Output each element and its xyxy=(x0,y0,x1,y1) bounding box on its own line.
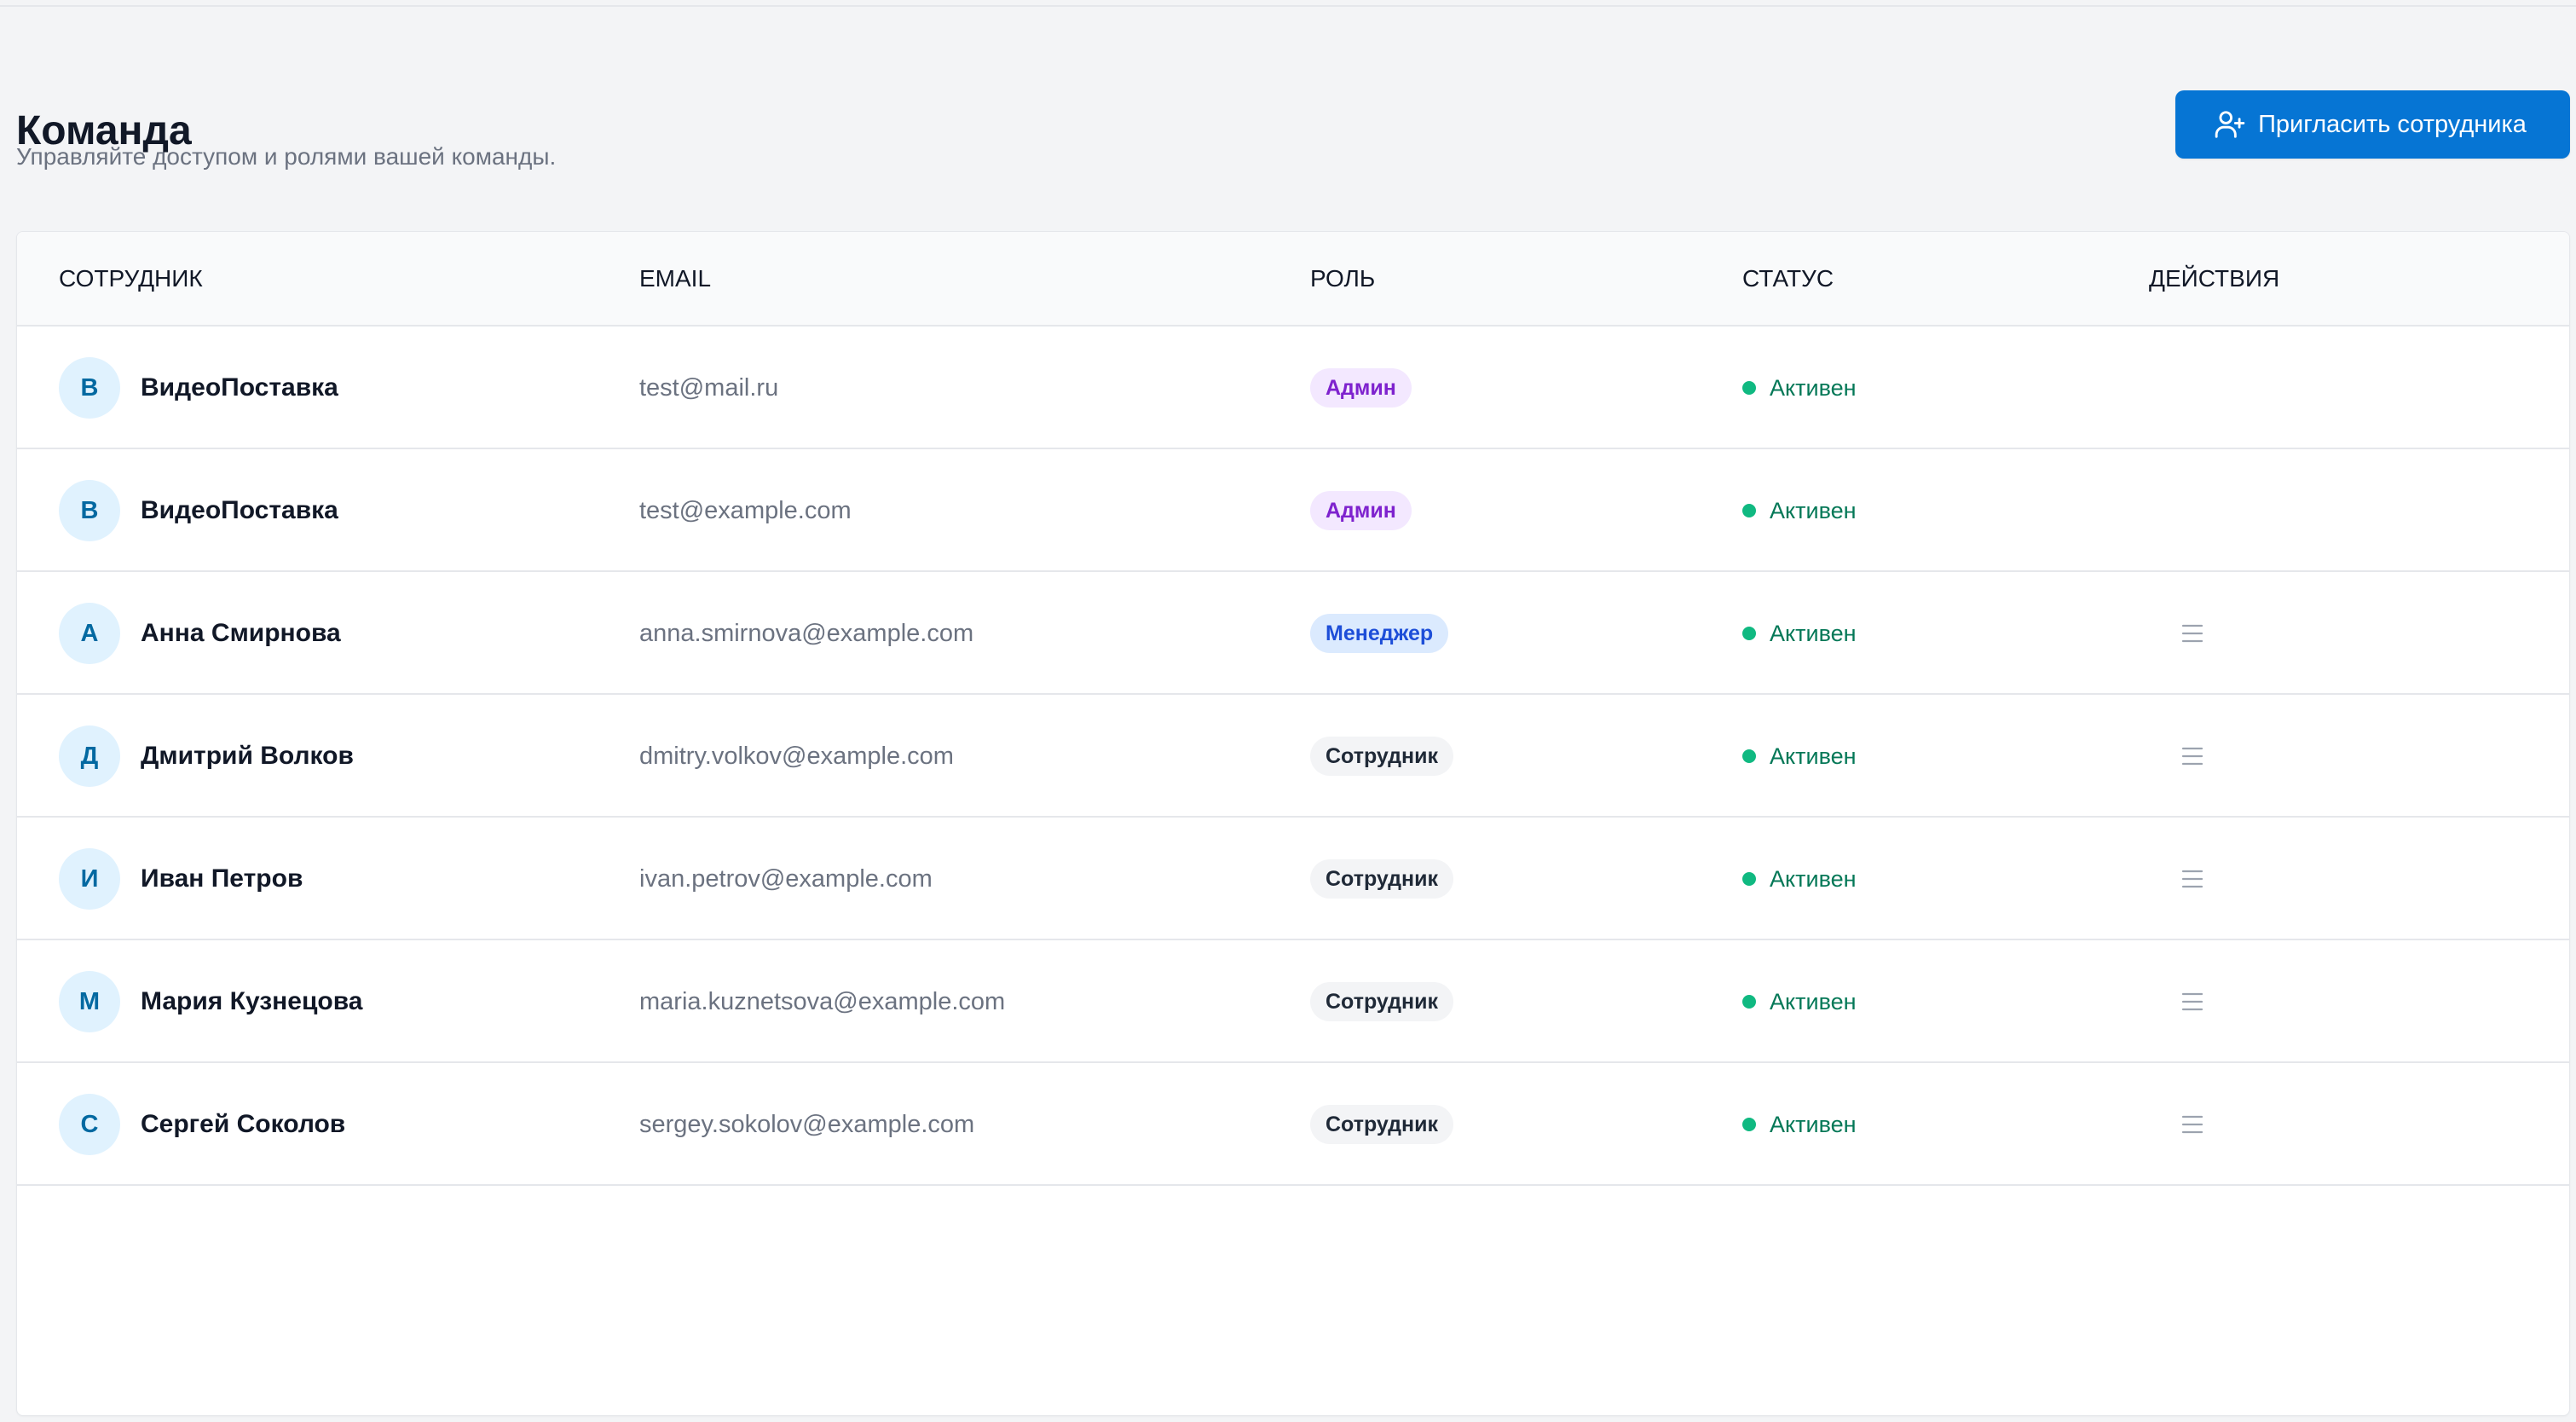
avatar: А xyxy=(59,603,120,664)
row-actions-button[interactable] xyxy=(2172,1104,2213,1145)
avatar: В xyxy=(59,357,120,419)
employee-email: test@example.com xyxy=(639,497,852,524)
role-badge: Сотрудник xyxy=(1310,859,1454,899)
avatar: Д xyxy=(59,725,120,787)
menu-lines-icon xyxy=(2181,870,2203,888)
invite-employee-button[interactable]: Пригласить сотрудника xyxy=(2175,90,2570,159)
column-header-email: EMAIL xyxy=(639,265,712,292)
role-badge: Менеджер xyxy=(1310,614,1449,653)
invite-employee-button-label: Пригласить сотрудника xyxy=(2258,110,2527,138)
status-indicator: Активен xyxy=(1742,864,1857,894)
avatar: М xyxy=(59,971,120,1032)
table-row: В ВидеоПоставка test@mail.ru Админ Актив… xyxy=(17,327,2569,449)
employee-email: anna.smirnova@example.com xyxy=(639,620,974,647)
table-row: Д Дмитрий Волков dmitry.volkov@example.c… xyxy=(17,695,2569,818)
employee-email: sergey.sokolov@example.com xyxy=(639,1111,975,1138)
employee-email: dmitry.volkov@example.com xyxy=(639,743,954,770)
status-dot-icon xyxy=(1742,995,1756,1009)
status-dot-icon xyxy=(1742,872,1756,886)
status-label: Активен xyxy=(1770,743,1857,769)
employee-name: Иван Петров xyxy=(141,864,303,893)
status-label: Активен xyxy=(1770,498,1857,523)
employee-name: ВидеоПоставка xyxy=(141,496,338,524)
status-dot-icon xyxy=(1742,627,1756,640)
status-dot-icon xyxy=(1742,1118,1756,1131)
employee-email: test@mail.ru xyxy=(639,374,779,402)
status-indicator: Активен xyxy=(1742,495,1857,526)
status-label: Активен xyxy=(1770,866,1857,892)
table-header: СОТРУДНИК EMAIL РОЛЬ СТАТУС ДЕЙСТВИЯ xyxy=(17,232,2569,327)
table-row: И Иван Петров ivan.petrov@example.com Со… xyxy=(17,818,2569,940)
role-badge: Админ xyxy=(1310,368,1412,408)
status-dot-icon xyxy=(1742,749,1756,763)
row-actions-button[interactable] xyxy=(2172,981,2213,1022)
status-label: Активен xyxy=(1770,1112,1857,1137)
status-label: Активен xyxy=(1770,621,1857,646)
status-dot-icon xyxy=(1742,381,1756,395)
user-plus-icon xyxy=(2214,108,2246,141)
top-divider xyxy=(0,0,2576,7)
table-row: А Анна Смирнова anna.smirnova@example.co… xyxy=(17,572,2569,695)
status-indicator: Активен xyxy=(1742,618,1857,649)
employee-email: maria.kuznetsova@example.com xyxy=(639,988,1006,1015)
avatar: С xyxy=(59,1094,120,1155)
employee-name: Анна Смирнова xyxy=(141,619,341,647)
status-indicator: Активен xyxy=(1742,373,1857,403)
column-header-actions: ДЕЙСТВИЯ xyxy=(2149,265,2280,292)
page-title: Команда xyxy=(16,108,192,154)
role-badge: Сотрудник xyxy=(1310,982,1454,1021)
table-row: С Сергей Соколов sergey.sokolov@example.… xyxy=(17,1063,2569,1186)
menu-lines-icon xyxy=(2181,624,2203,643)
employee-name: Сергей Соколов xyxy=(141,1110,346,1138)
column-header-employee: СОТРУДНИК xyxy=(59,265,203,292)
table-row: В ВидеоПоставка test@example.com Админ А… xyxy=(17,449,2569,572)
status-indicator: Активен xyxy=(1742,1109,1857,1140)
page-subtitle: Управляйте доступом и ролями вашей коман… xyxy=(16,143,557,170)
team-table: СОТРУДНИК EMAIL РОЛЬ СТАТУС ДЕЙСТВИЯ В В… xyxy=(16,231,2570,1416)
avatar: В xyxy=(59,480,120,541)
menu-lines-icon xyxy=(2181,992,2203,1011)
row-actions-button[interactable] xyxy=(2172,613,2213,654)
status-label: Активен xyxy=(1770,989,1857,1014)
employee-name: Дмитрий Волков xyxy=(141,742,354,770)
column-header-role: РОЛЬ xyxy=(1310,265,1376,292)
status-label: Активен xyxy=(1770,375,1857,401)
menu-lines-icon xyxy=(2181,1115,2203,1134)
employee-name: Мария Кузнецова xyxy=(141,987,363,1015)
employee-name: ВидеоПоставка xyxy=(141,373,338,402)
role-badge: Сотрудник xyxy=(1310,737,1454,776)
role-badge: Админ xyxy=(1310,491,1412,530)
table-row: М Мария Кузнецова maria.kuznetsova@examp… xyxy=(17,940,2569,1063)
status-indicator: Активен xyxy=(1742,986,1857,1017)
status-dot-icon xyxy=(1742,504,1756,517)
status-indicator: Активен xyxy=(1742,741,1857,772)
row-actions-button[interactable] xyxy=(2172,858,2213,899)
column-header-status: СТАТУС xyxy=(1742,265,1834,292)
avatar: И xyxy=(59,848,120,910)
menu-lines-icon xyxy=(2181,747,2203,766)
employee-email: ivan.petrov@example.com xyxy=(639,865,933,893)
role-badge: Сотрудник xyxy=(1310,1105,1454,1144)
row-actions-button[interactable] xyxy=(2172,736,2213,777)
